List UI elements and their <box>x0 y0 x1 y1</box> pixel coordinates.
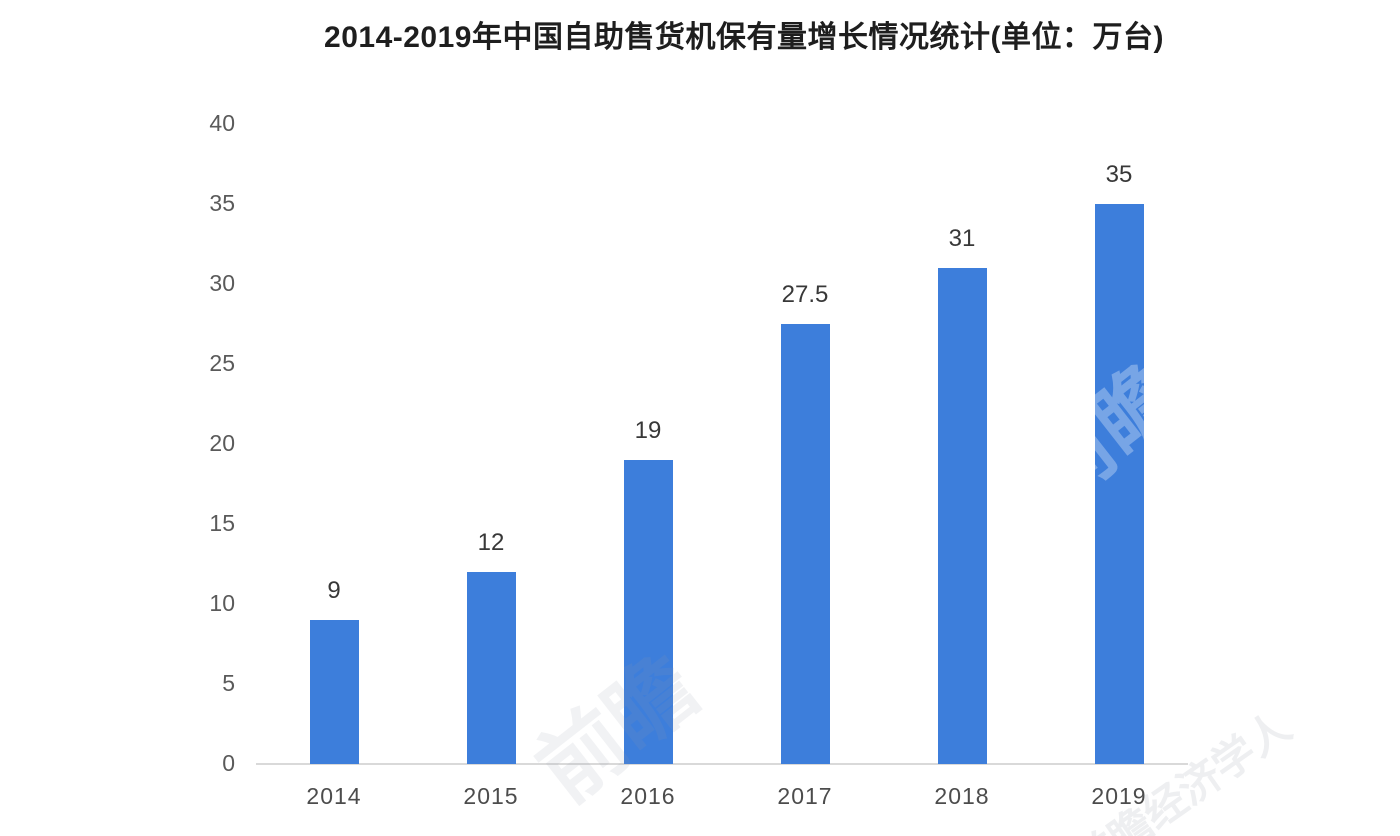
x-tick-label: 2016 <box>620 783 676 809</box>
x-tick-label: 2014 <box>306 783 362 809</box>
y-tick-label: 40 <box>209 110 235 136</box>
y-tick-label: 5 <box>222 670 235 696</box>
bar <box>623 460 673 764</box>
y-tick-label: 10 <box>209 590 235 616</box>
x-axis-line <box>256 763 1188 765</box>
bar <box>937 268 987 764</box>
bar <box>309 620 359 764</box>
y-tick-label: 30 <box>209 270 235 296</box>
x-tick-label: 2018 <box>934 783 990 809</box>
bar-value-label: 9 <box>327 577 341 604</box>
bar-value-label: 19 <box>634 417 662 444</box>
bar <box>466 572 516 764</box>
y-tick-label: 0 <box>222 750 235 776</box>
y-tick-label: 20 <box>209 430 235 456</box>
bar-value-label: 12 <box>477 529 505 556</box>
bar-value-label: 31 <box>948 225 976 252</box>
bar-value-label: 27.5 <box>781 281 829 308</box>
x-tick-label: 2019 <box>1091 783 1147 809</box>
bar-value-label: 35 <box>1105 161 1133 188</box>
y-tick-label: 25 <box>209 350 235 376</box>
x-tick-label: 2015 <box>463 783 519 809</box>
y-tick-label: 15 <box>209 510 235 536</box>
chart-title: 2014-2019年中国自助售货机保有量增长情况统计(单位：万台) <box>324 21 1164 54</box>
y-tick-label: 35 <box>209 190 235 216</box>
bar <box>780 324 830 764</box>
bar <box>1094 204 1144 764</box>
x-tick-label: 2017 <box>777 783 833 809</box>
